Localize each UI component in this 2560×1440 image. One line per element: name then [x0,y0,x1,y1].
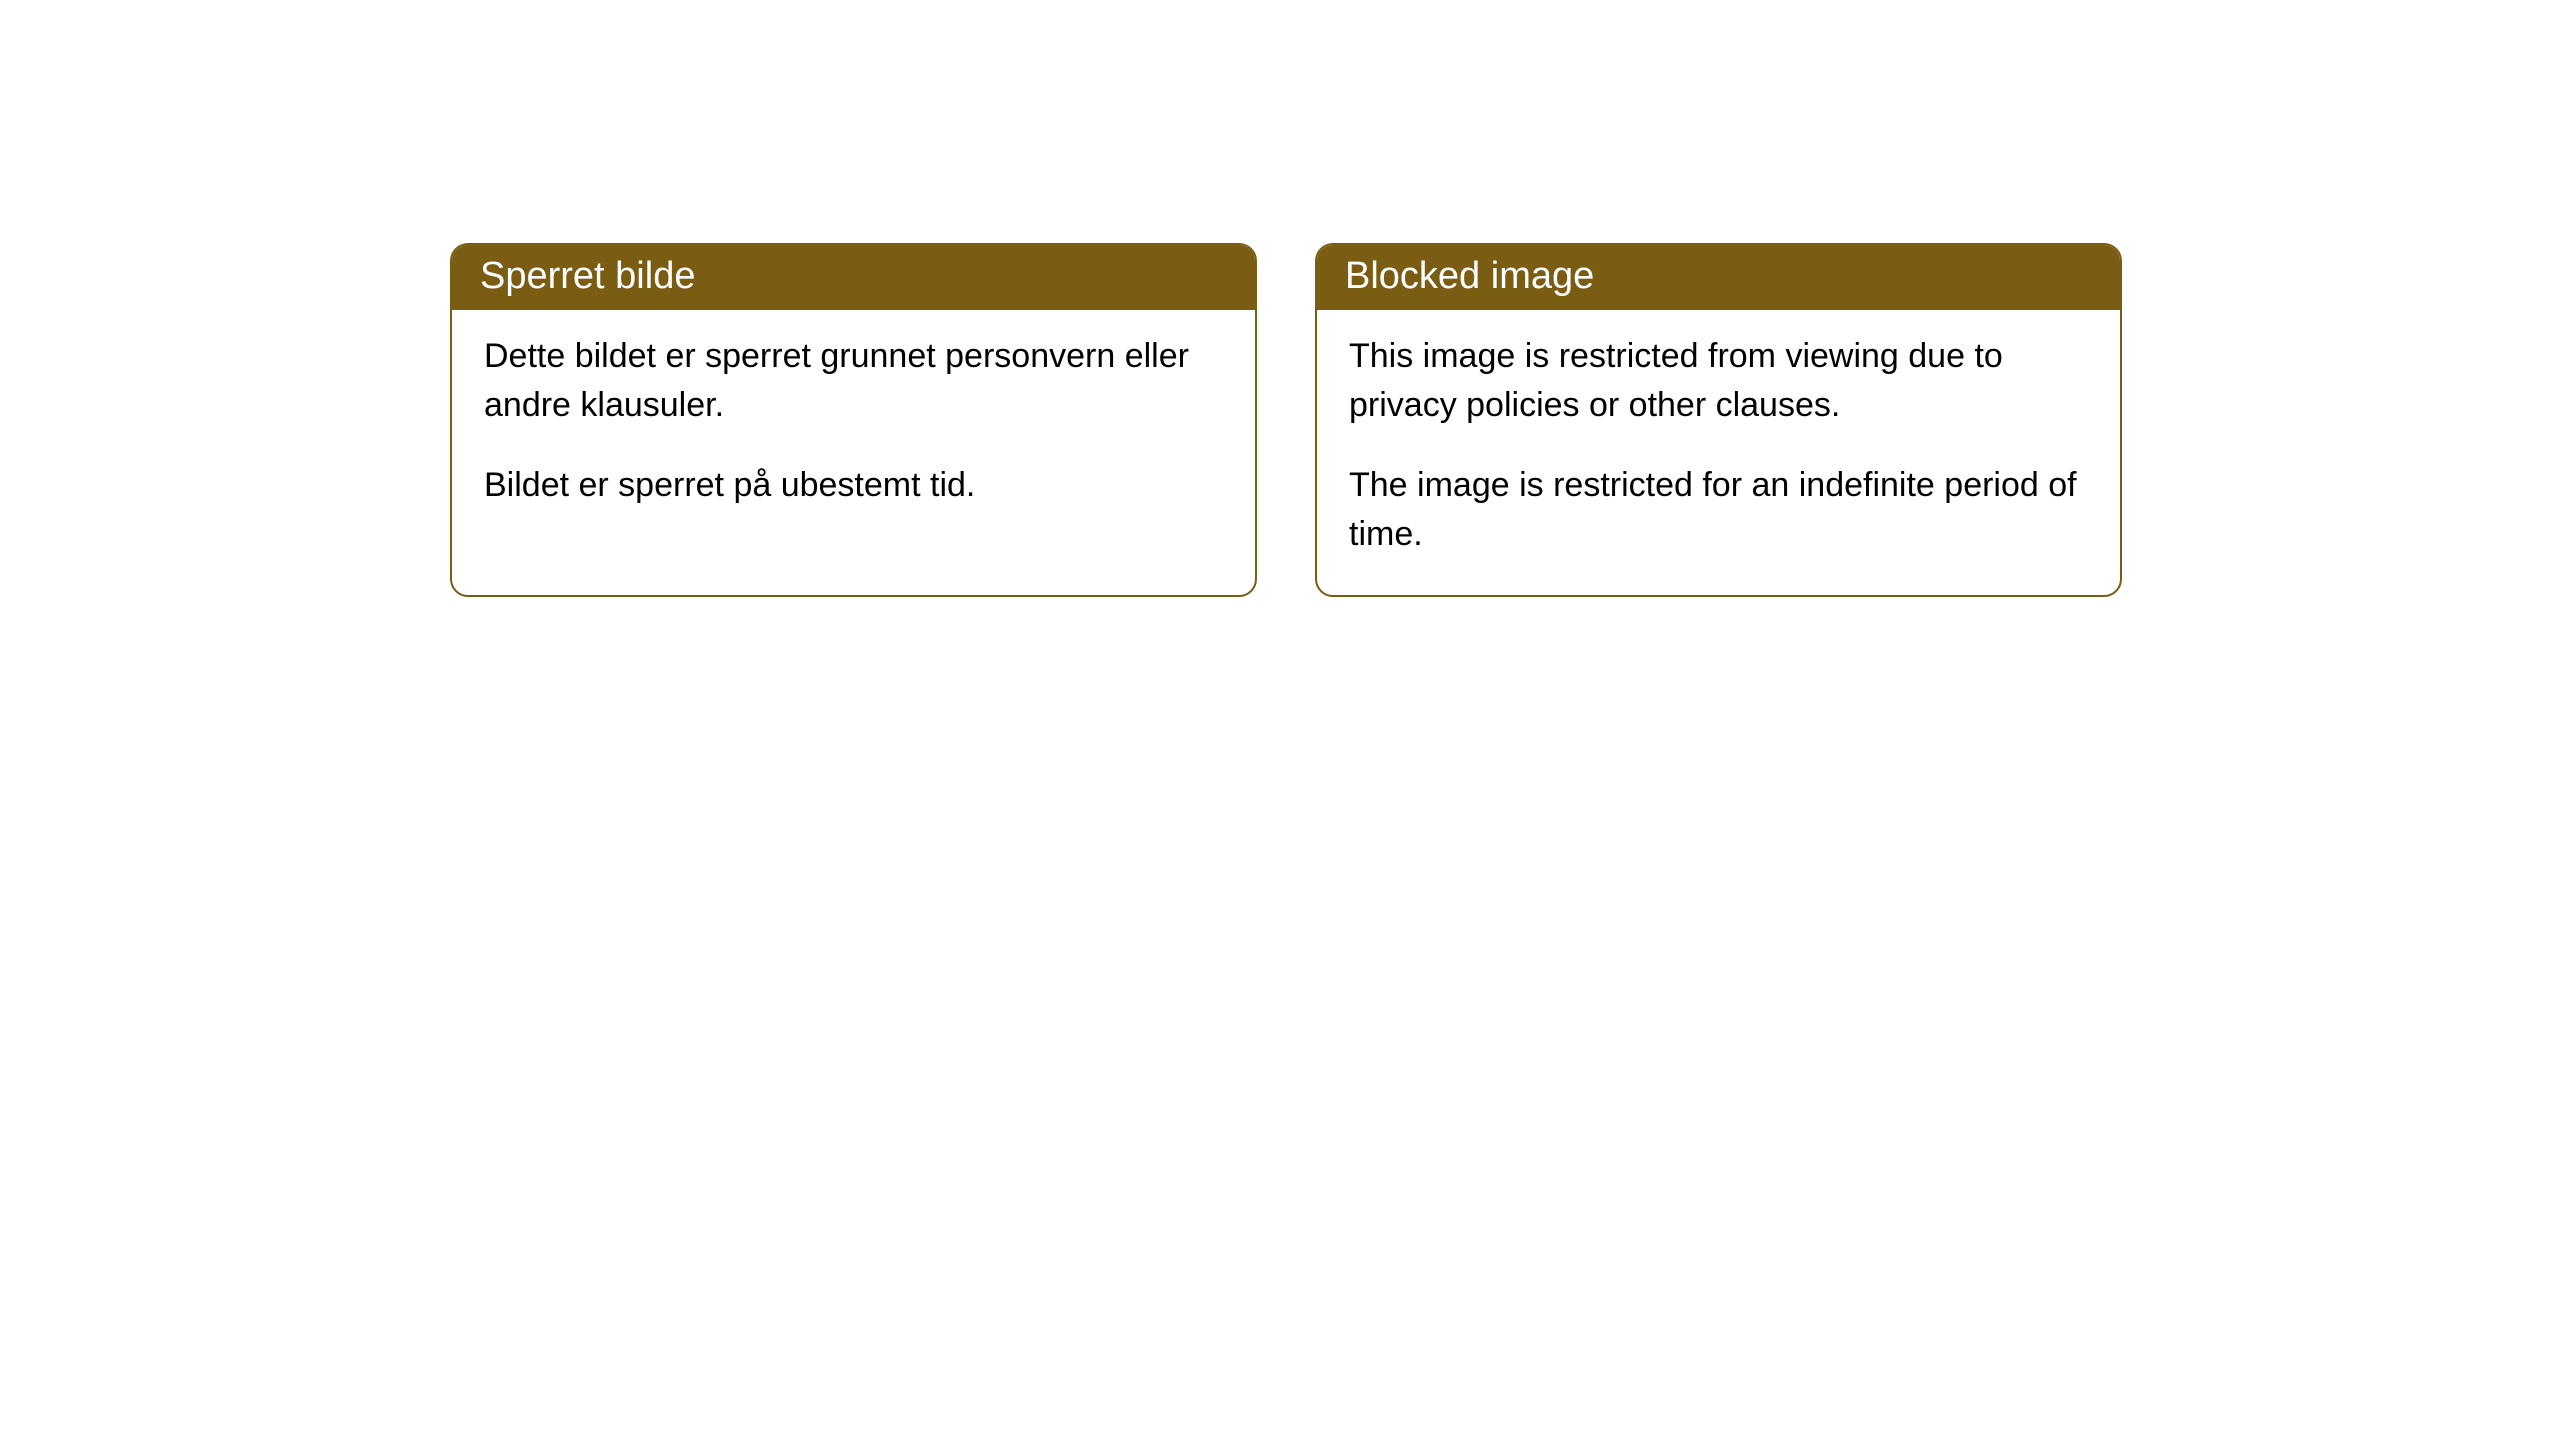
card-header-english: Blocked image [1317,245,2120,310]
card-header-norwegian: Sperret bilde [452,245,1255,310]
card-paragraph-2: Bildet er sperret på ubestemt tid. [484,461,1223,510]
card-title: Blocked image [1345,255,1594,297]
card-body-english: This image is restricted from viewing du… [1317,310,2120,595]
blocked-image-card-english: Blocked image This image is restricted f… [1315,243,2122,597]
blocked-image-card-norwegian: Sperret bilde Dette bildet er sperret gr… [450,243,1257,597]
card-title: Sperret bilde [480,255,695,297]
card-paragraph-1: Dette bildet er sperret grunnet personve… [484,332,1223,431]
card-body-norwegian: Dette bildet er sperret grunnet personve… [452,310,1255,546]
notice-cards-container: Sperret bilde Dette bildet er sperret gr… [450,243,2122,597]
card-paragraph-1: This image is restricted from viewing du… [1349,332,2088,431]
card-paragraph-2: The image is restricted for an indefinit… [1349,461,2088,560]
